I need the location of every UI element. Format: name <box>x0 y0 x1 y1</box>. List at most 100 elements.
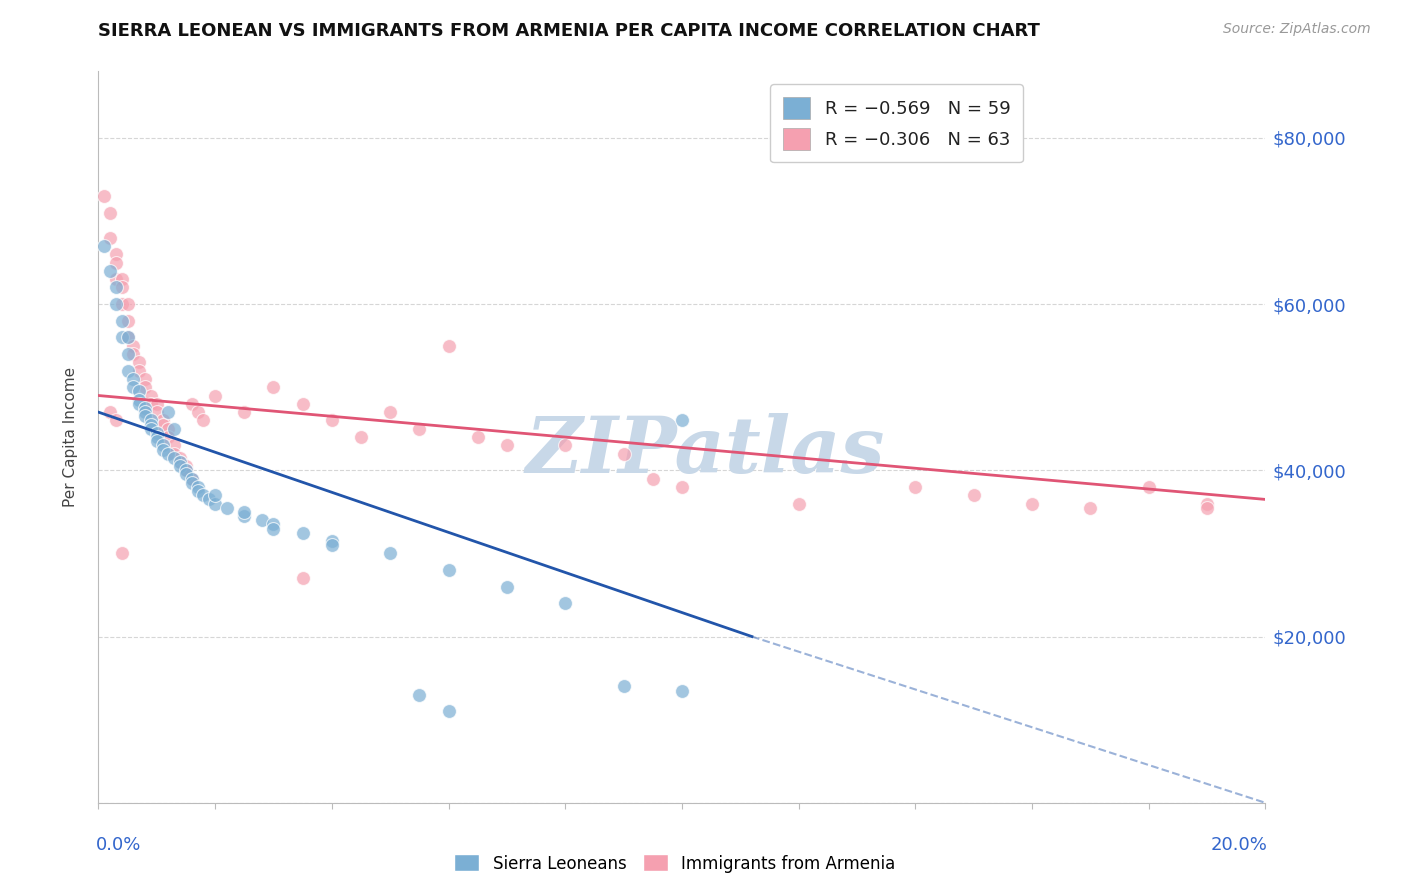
Point <box>187 480 209 494</box>
Point <box>437 705 460 719</box>
Point <box>152 442 174 457</box>
Point <box>98 264 121 278</box>
Point <box>671 413 693 427</box>
Point <box>134 380 156 394</box>
Point <box>262 380 284 394</box>
Point <box>180 397 202 411</box>
Point <box>111 272 134 286</box>
Y-axis label: Per Capita Income: Per Capita Income <box>63 367 77 508</box>
Point <box>134 401 156 415</box>
Point <box>128 355 150 369</box>
Point <box>157 447 180 461</box>
Point <box>554 596 576 610</box>
Point <box>128 397 150 411</box>
Point <box>104 280 127 294</box>
Point <box>1021 497 1043 511</box>
Point <box>152 438 174 452</box>
Point <box>174 463 197 477</box>
Point <box>350 430 373 444</box>
Point <box>962 488 984 502</box>
Point <box>98 205 121 219</box>
Point <box>180 472 202 486</box>
Point <box>193 413 215 427</box>
Point <box>321 413 343 427</box>
Legend: Sierra Leoneans, Immigrants from Armenia: Sierra Leoneans, Immigrants from Armenia <box>447 847 903 880</box>
Point <box>174 459 197 474</box>
Point <box>139 422 162 436</box>
Point <box>111 280 134 294</box>
Point <box>111 330 134 344</box>
Point <box>104 272 127 286</box>
Point <box>122 380 145 394</box>
Point <box>169 455 191 469</box>
Point <box>134 409 156 424</box>
Text: 0.0%: 0.0% <box>96 836 142 854</box>
Point <box>1195 500 1218 515</box>
Point <box>117 330 139 344</box>
Text: Source: ZipAtlas.com: Source: ZipAtlas.com <box>1223 22 1371 37</box>
Point <box>98 230 121 244</box>
Point <box>291 571 314 585</box>
Point <box>1137 480 1160 494</box>
Point <box>250 513 273 527</box>
Text: 20.0%: 20.0% <box>1211 836 1268 854</box>
Point <box>262 517 284 532</box>
Point <box>139 388 162 402</box>
Point <box>495 438 517 452</box>
Point <box>104 247 127 261</box>
Point <box>204 488 226 502</box>
Point <box>233 509 256 524</box>
Point <box>1195 497 1218 511</box>
Text: ZIPatlas: ZIPatlas <box>526 414 884 490</box>
Point <box>139 417 162 432</box>
Point <box>117 330 139 344</box>
Point <box>122 372 145 386</box>
Point <box>157 405 180 419</box>
Point <box>169 450 191 465</box>
Point <box>163 422 186 436</box>
Point <box>193 488 215 502</box>
Point <box>128 384 150 399</box>
Point <box>117 314 139 328</box>
Point <box>146 425 169 440</box>
Point <box>152 413 174 427</box>
Point <box>215 500 238 515</box>
Point <box>111 314 134 328</box>
Point <box>163 438 186 452</box>
Point <box>378 546 402 560</box>
Point <box>117 297 139 311</box>
Point <box>174 463 197 477</box>
Point <box>554 438 576 452</box>
Point <box>378 405 402 419</box>
Point <box>495 580 517 594</box>
Point <box>291 397 314 411</box>
Point <box>180 472 202 486</box>
Point <box>163 450 186 465</box>
Point <box>467 430 489 444</box>
Point <box>157 422 180 436</box>
Point <box>134 372 156 386</box>
Legend: R = −0.569   N = 59, R = −0.306   N = 63: R = −0.569 N = 59, R = −0.306 N = 63 <box>770 84 1024 162</box>
Point <box>169 459 191 474</box>
Point <box>139 397 162 411</box>
Point <box>198 492 221 507</box>
Point <box>204 388 226 402</box>
Point <box>146 434 169 449</box>
Point <box>787 497 810 511</box>
Point <box>321 538 343 552</box>
Point <box>321 533 343 548</box>
Point <box>641 472 664 486</box>
Point <box>671 480 693 494</box>
Point <box>93 189 115 203</box>
Point <box>262 521 284 535</box>
Point <box>904 480 927 494</box>
Point <box>163 447 186 461</box>
Point <box>122 339 145 353</box>
Point <box>128 363 150 377</box>
Point <box>104 255 127 269</box>
Point <box>98 405 121 419</box>
Point <box>408 422 430 436</box>
Point <box>152 417 174 432</box>
Point <box>437 563 460 577</box>
Point <box>128 392 150 407</box>
